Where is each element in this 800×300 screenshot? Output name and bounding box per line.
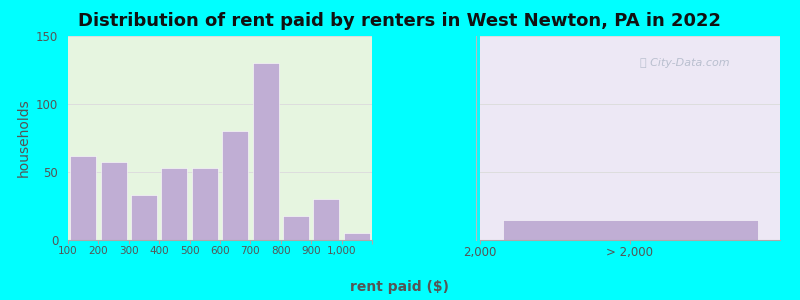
Bar [101,163,126,240]
Bar [131,195,157,240]
Bar [502,220,758,240]
Bar [344,233,370,240]
Text: ⓘ City-Data.com: ⓘ City-Data.com [640,58,730,68]
Bar [283,215,309,240]
Bar [222,131,248,240]
Text: Distribution of rent paid by renters in West Newton, PA in 2022: Distribution of rent paid by renters in … [78,12,722,30]
Bar [162,168,187,240]
Text: rent paid ($): rent paid ($) [350,280,450,294]
Y-axis label: households: households [17,99,30,177]
Bar [253,63,278,240]
Bar [314,199,339,240]
Bar [192,168,218,240]
Bar [70,156,96,240]
